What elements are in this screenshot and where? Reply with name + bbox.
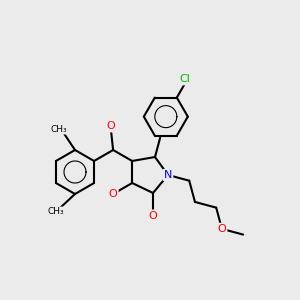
Text: CH₃: CH₃ [51,124,67,134]
Text: O: O [148,211,158,220]
Text: O: O [109,189,118,199]
Text: O: O [218,224,226,234]
Text: CH₃: CH₃ [48,208,64,217]
Text: N: N [164,170,172,180]
Text: Cl: Cl [179,74,190,84]
Text: O: O [107,121,116,131]
